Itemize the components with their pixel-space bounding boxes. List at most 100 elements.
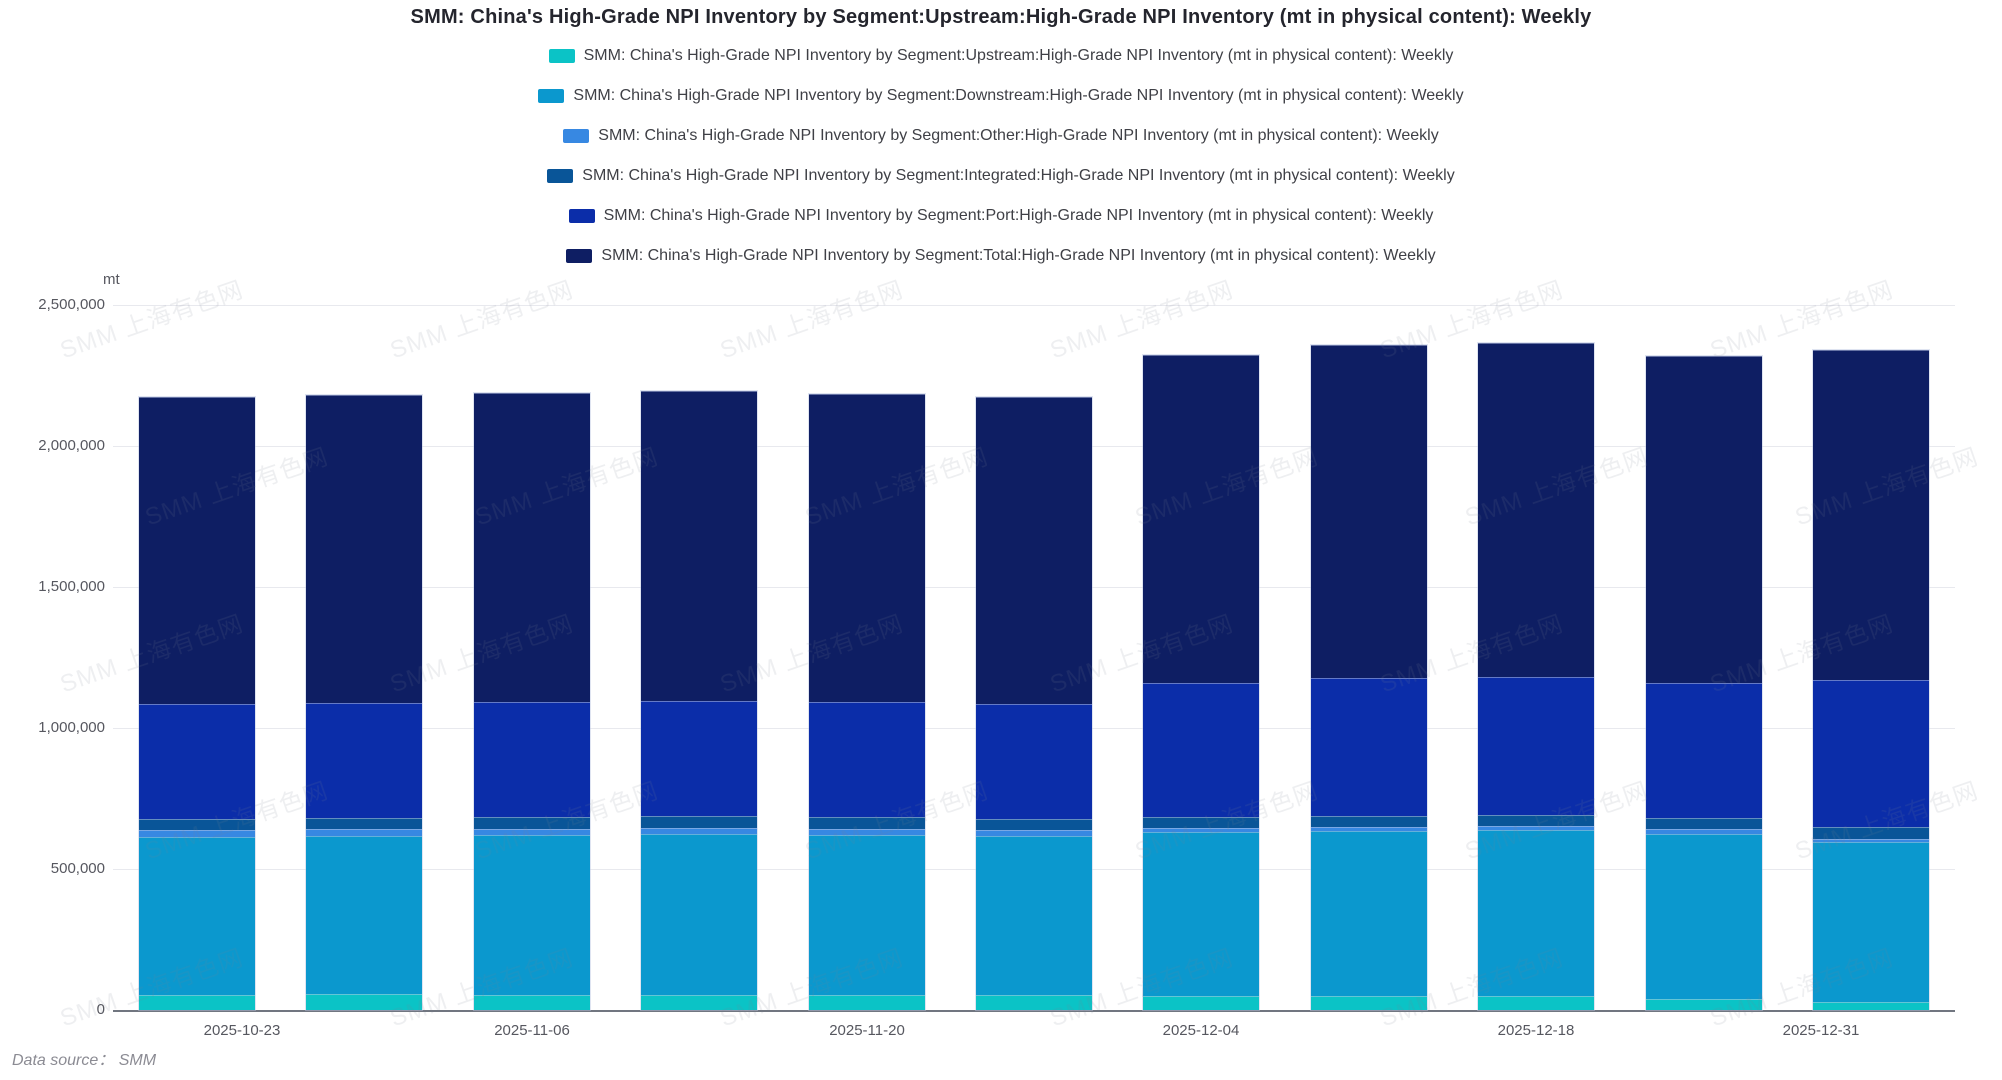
bar-week-10[interactable]	[1645, 355, 1763, 1011]
bar-segment-upstream[interactable]	[976, 995, 1092, 1010]
bar-segment-downstream[interactable]	[809, 834, 925, 996]
bar-segment-port[interactable]	[1646, 683, 1762, 818]
bar-segment-other[interactable]	[1813, 838, 1929, 843]
bar-segment-total[interactable]	[1813, 350, 1929, 680]
bar-segment-other[interactable]	[1478, 826, 1594, 830]
x-axis-tick-label: 2025-10-23	[203, 1022, 281, 1039]
legend-label-upstream: SMM: China's High-Grade NPI Inventory by…	[583, 47, 1454, 64]
bar-segment-total[interactable]	[641, 391, 757, 701]
bar-segment-integrated[interactable]	[1143, 816, 1259, 829]
bar-segment-upstream[interactable]	[1143, 995, 1259, 1010]
bar-segment-upstream[interactable]	[474, 994, 590, 1010]
bar-segment-total[interactable]	[139, 397, 255, 704]
bar-segment-integrated[interactable]	[976, 818, 1092, 830]
bar-segment-integrated[interactable]	[809, 817, 925, 829]
bar-segment-other[interactable]	[306, 829, 422, 836]
bar-segment-downstream[interactable]	[1813, 842, 1929, 1002]
bar-week-8[interactable]	[1310, 344, 1428, 1011]
x-axis-line	[113, 1010, 1955, 1012]
bar-segment-port[interactable]	[641, 700, 757, 817]
bar-segment-port[interactable]	[1813, 680, 1929, 828]
bar-segment-port[interactable]	[976, 703, 1092, 819]
bar-segment-port[interactable]	[1478, 676, 1594, 815]
bar-week-3[interactable]	[473, 392, 591, 1011]
legend-item-upstream[interactable]: SMM: China's High-Grade NPI Inventory by…	[548, 47, 1454, 65]
legend-item-integrated[interactable]: SMM: China's High-Grade NPI Inventory by…	[547, 167, 1455, 185]
bar-segment-port[interactable]	[809, 702, 925, 818]
bar-segment-port[interactable]	[1311, 677, 1427, 816]
y-axis-unit-label: mt	[103, 271, 120, 288]
bar-segment-integrated[interactable]	[1478, 814, 1594, 827]
bar-segment-downstream[interactable]	[976, 835, 1092, 996]
bar-segment-downstream[interactable]	[1646, 833, 1762, 1000]
bar-segment-upstream[interactable]	[809, 995, 925, 1010]
bar-segment-port[interactable]	[139, 703, 255, 820]
bar-segment-upstream[interactable]	[1813, 1001, 1929, 1010]
bar-segment-upstream[interactable]	[641, 995, 757, 1010]
bar-segment-upstream[interactable]	[1311, 995, 1427, 1010]
bar-segment-other[interactable]	[474, 828, 590, 835]
bar-segment-upstream[interactable]	[306, 994, 422, 1010]
legend-label-other: SMM: China's High-Grade NPI Inventory by…	[598, 127, 1439, 144]
bar-segment-other[interactable]	[1646, 829, 1762, 834]
bar-segment-other[interactable]	[1311, 827, 1427, 831]
bar-segment-integrated[interactable]	[139, 819, 255, 831]
legend-label-integrated: SMM: China's High-Grade NPI Inventory by…	[582, 167, 1455, 184]
legend-swatch-upstream	[548, 49, 575, 63]
bar-segment-downstream[interactable]	[139, 836, 255, 995]
bar-week-4[interactable]	[640, 390, 758, 1011]
bar-segment-upstream[interactable]	[1646, 999, 1762, 1010]
bar-segment-total[interactable]	[1478, 343, 1594, 677]
bar-week-2[interactable]	[305, 394, 423, 1011]
bar-segment-downstream[interactable]	[1143, 832, 1259, 996]
bar-segment-other[interactable]	[139, 830, 255, 837]
bar-segment-total[interactable]	[809, 394, 925, 702]
bar-segment-downstream[interactable]	[1478, 829, 1594, 996]
bar-week-5[interactable]	[808, 393, 926, 1011]
x-axis-tick-label: 2025-12-04	[1162, 1022, 1240, 1039]
bar-segment-downstream[interactable]	[641, 833, 757, 996]
legend-item-total[interactable]: SMM: China's High-Grade NPI Inventory by…	[566, 247, 1436, 265]
bar-segment-port[interactable]	[1143, 682, 1259, 817]
legend: SMM: China's High-Grade NPI Inventory by…	[0, 47, 2002, 287]
bar-week-1[interactable]	[138, 396, 256, 1011]
bar-segment-total[interactable]	[1143, 355, 1259, 683]
bar-segment-upstream[interactable]	[139, 994, 255, 1010]
bar-week-7[interactable]	[1142, 354, 1260, 1011]
legend-item-downstream[interactable]: SMM: China's High-Grade NPI Inventory by…	[538, 87, 1464, 105]
bar-segment-total[interactable]	[976, 397, 1092, 704]
bar-week-6[interactable]	[975, 396, 1093, 1011]
bar-segment-total[interactable]	[474, 393, 590, 702]
bar-segment-integrated[interactable]	[474, 817, 590, 829]
legend-swatch-port	[568, 209, 595, 223]
y-axis-tick-label: 0	[96, 1001, 105, 1018]
bar-segment-integrated[interactable]	[1311, 816, 1427, 828]
y-axis-tick-label: 1,500,000	[38, 578, 105, 595]
legend-item-other[interactable]: SMM: China's High-Grade NPI Inventory by…	[563, 127, 1439, 145]
bar-segment-integrated[interactable]	[641, 816, 757, 828]
bar-segment-downstream[interactable]	[1311, 830, 1427, 996]
bar-segment-other[interactable]	[1143, 828, 1259, 833]
bar-segment-integrated[interactable]	[1646, 817, 1762, 830]
bar-segment-upstream[interactable]	[1478, 995, 1594, 1010]
bar-segment-port[interactable]	[474, 701, 590, 818]
bar-segment-total[interactable]	[1646, 356, 1762, 683]
bar-segment-downstream[interactable]	[306, 835, 422, 995]
bar-segment-total[interactable]	[306, 395, 422, 703]
bar-segment-other[interactable]	[976, 829, 1092, 836]
x-axis-tick-label: 2025-11-20	[829, 1022, 905, 1039]
bar-segment-total[interactable]	[1311, 345, 1427, 678]
y-axis-tick-label: 2,000,000	[38, 437, 105, 454]
bar-week-9[interactable]	[1477, 342, 1595, 1011]
bar-segment-integrated[interactable]	[1813, 827, 1929, 839]
bar-week-11[interactable]	[1812, 349, 1930, 1011]
bar-segment-downstream[interactable]	[474, 834, 590, 995]
bar-segment-port[interactable]	[306, 702, 422, 819]
legend-item-port[interactable]: SMM: China's High-Grade NPI Inventory by…	[568, 207, 1433, 225]
legend-label-total: SMM: China's High-Grade NPI Inventory by…	[601, 247, 1436, 264]
bar-segment-integrated[interactable]	[306, 818, 422, 830]
legend-swatch-other	[563, 129, 590, 143]
bar-segment-other[interactable]	[809, 828, 925, 835]
bar-segment-other[interactable]	[641, 827, 757, 834]
